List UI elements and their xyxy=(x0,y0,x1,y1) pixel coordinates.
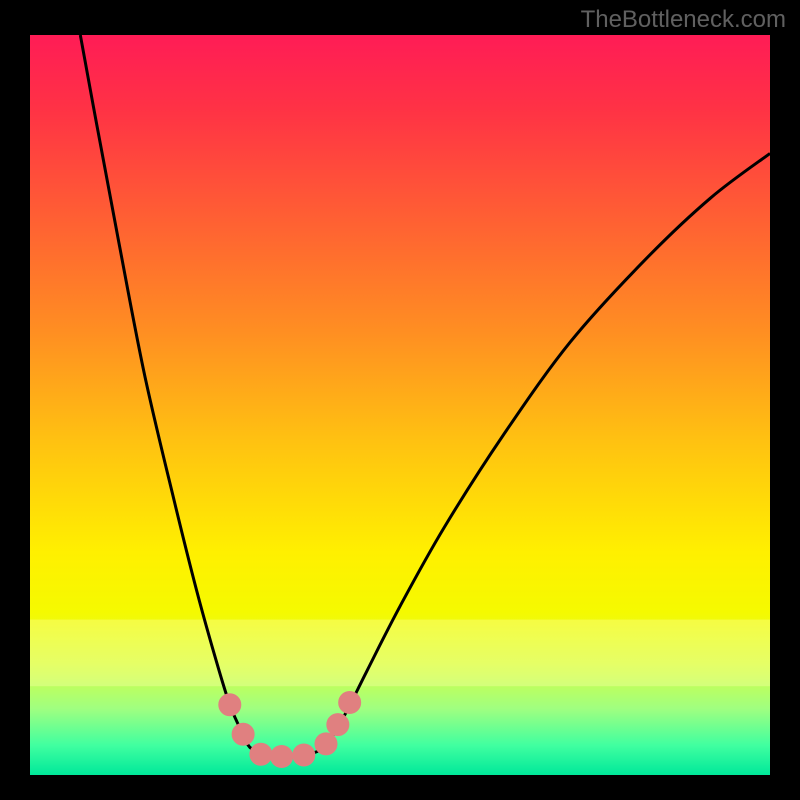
marker-point xyxy=(232,723,254,745)
marker-point xyxy=(327,714,349,736)
watermark-text: TheBottleneck.com xyxy=(581,6,786,34)
marker-point xyxy=(339,691,361,713)
marker-point xyxy=(219,694,241,716)
marker-point xyxy=(293,744,315,766)
pale-band xyxy=(30,620,770,687)
marker-point xyxy=(250,743,272,765)
marker-point xyxy=(315,733,337,755)
chart-svg xyxy=(0,0,800,800)
marker-point xyxy=(271,746,293,768)
chart-container: TheBottleneck.com xyxy=(0,0,800,800)
